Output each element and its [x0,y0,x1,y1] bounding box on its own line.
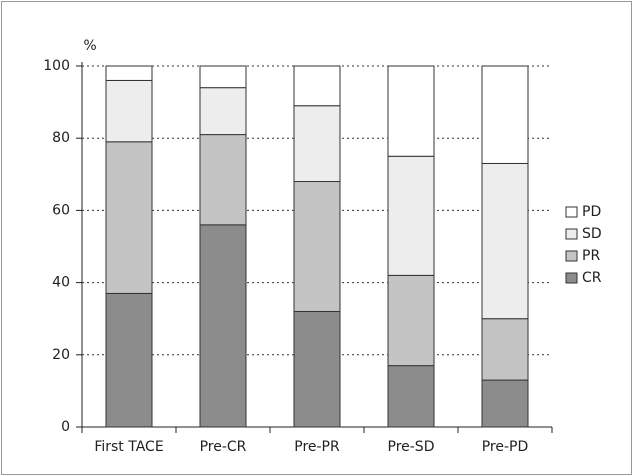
bar-segment [387,155,435,276]
bar-segment [199,224,247,428]
x-tick-label: First TACE [94,439,163,455]
legend-label: CR [582,270,602,286]
bar-segment [481,379,529,428]
bar-segment [293,181,341,312]
y-tick-label: 100 [43,58,70,74]
x-tick-label: Pre-PR [294,439,340,455]
legend-label: PD [582,204,601,220]
bar-segment [293,105,341,183]
legend-swatch [565,250,578,262]
bar-segment [199,134,247,226]
bar-segment [293,310,341,428]
bar-segment [481,162,529,320]
bar-segment [199,87,247,136]
bar-segment [105,79,153,143]
legend-label: PR [582,248,600,264]
y-tick-label: 20 [52,347,70,363]
bar-segment [199,65,247,89]
legend-swatch [565,206,578,218]
bar-segment [387,274,435,367]
x-tick-label: Pre-SD [388,439,435,455]
legend-swatch [565,272,578,284]
bar-segment [293,65,341,107]
y-axis-label: % [83,38,96,54]
bar-segment [387,65,435,157]
y-tick-label: 60 [52,202,70,218]
bar-segment [481,318,529,381]
bar-segment [481,65,529,164]
x-tick-label: Pre-PD [482,439,529,455]
legend-label: SD [582,226,602,242]
legend-swatch [565,228,578,240]
bar-segment [105,141,153,294]
bar-segment [105,292,153,428]
y-tick-label: 0 [61,419,70,435]
x-tick-label: Pre-CR [200,439,247,455]
bar-segment [105,65,153,81]
y-tick-label: 40 [52,275,70,291]
bar-segment [387,365,435,428]
y-tick-label: 80 [52,130,70,146]
